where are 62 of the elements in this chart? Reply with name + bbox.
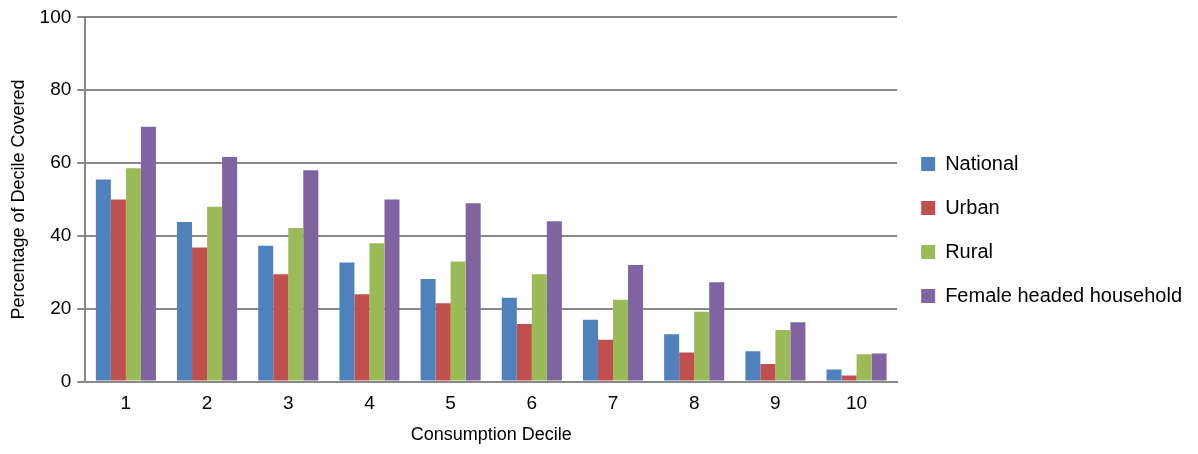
legend-label: Urban: [945, 195, 1000, 218]
bar: [760, 364, 776, 381]
bar: [871, 353, 887, 381]
bar: [288, 227, 304, 381]
bar: [694, 311, 710, 381]
bar: [679, 352, 695, 381]
bar: [177, 222, 193, 381]
x-tick-label: 7: [607, 392, 619, 414]
bar: [826, 369, 842, 381]
bar: [222, 156, 238, 381]
y-tick-label: 80: [50, 78, 72, 100]
legend-label: Rural: [945, 239, 993, 262]
y-tick-label: 20: [50, 296, 72, 318]
x-tick-label: 4: [364, 392, 376, 414]
bar: [192, 247, 208, 381]
y-tick-label: 100: [39, 5, 72, 27]
bar: [628, 265, 644, 381]
bar: [516, 324, 532, 381]
bar: [420, 278, 436, 381]
y-axis-title: Percentage of Decile Covered: [7, 79, 28, 320]
x-tick-label: 6: [526, 392, 538, 414]
bar: [140, 126, 156, 381]
bar: [450, 261, 466, 381]
legend-label: Female headed household: [945, 283, 1183, 306]
bar: [841, 375, 857, 381]
bar: [125, 168, 141, 381]
bar: [664, 334, 680, 381]
bar: [501, 297, 517, 381]
bar: [597, 339, 614, 381]
bar: [258, 245, 274, 381]
x-tick-label: 2: [201, 392, 213, 414]
bar: [273, 274, 289, 381]
y-tick-label: 40: [50, 224, 72, 246]
y-tick-label: 0: [60, 369, 72, 391]
bar: [582, 319, 598, 381]
x-tick-label: 9: [770, 392, 781, 414]
bar: [95, 179, 111, 381]
bar: [709, 282, 725, 381]
bar: [435, 303, 451, 381]
bar: [465, 203, 481, 381]
bar: [546, 221, 562, 381]
x-axis-title: Consumption Decile: [410, 424, 572, 445]
bar: [369, 243, 385, 381]
bar: [745, 351, 761, 381]
bar: [384, 199, 400, 381]
bar: [207, 206, 223, 381]
bar: [775, 329, 791, 381]
bar: [339, 262, 355, 381]
x-tick-label: 1: [120, 392, 132, 414]
y-tick-label: 60: [50, 151, 72, 173]
x-tick-label: 10: [845, 392, 868, 414]
x-tick-label: 8: [688, 392, 700, 414]
bar: [303, 170, 319, 381]
bar: [354, 294, 370, 381]
bar: [531, 274, 547, 381]
bar: [790, 322, 806, 381]
x-tick-label: 3: [282, 392, 294, 414]
legend-label: National: [945, 151, 1019, 174]
bar: [856, 354, 872, 381]
bar: [613, 299, 629, 381]
bar: [110, 199, 126, 381]
x-tick-label: 5: [445, 392, 456, 414]
